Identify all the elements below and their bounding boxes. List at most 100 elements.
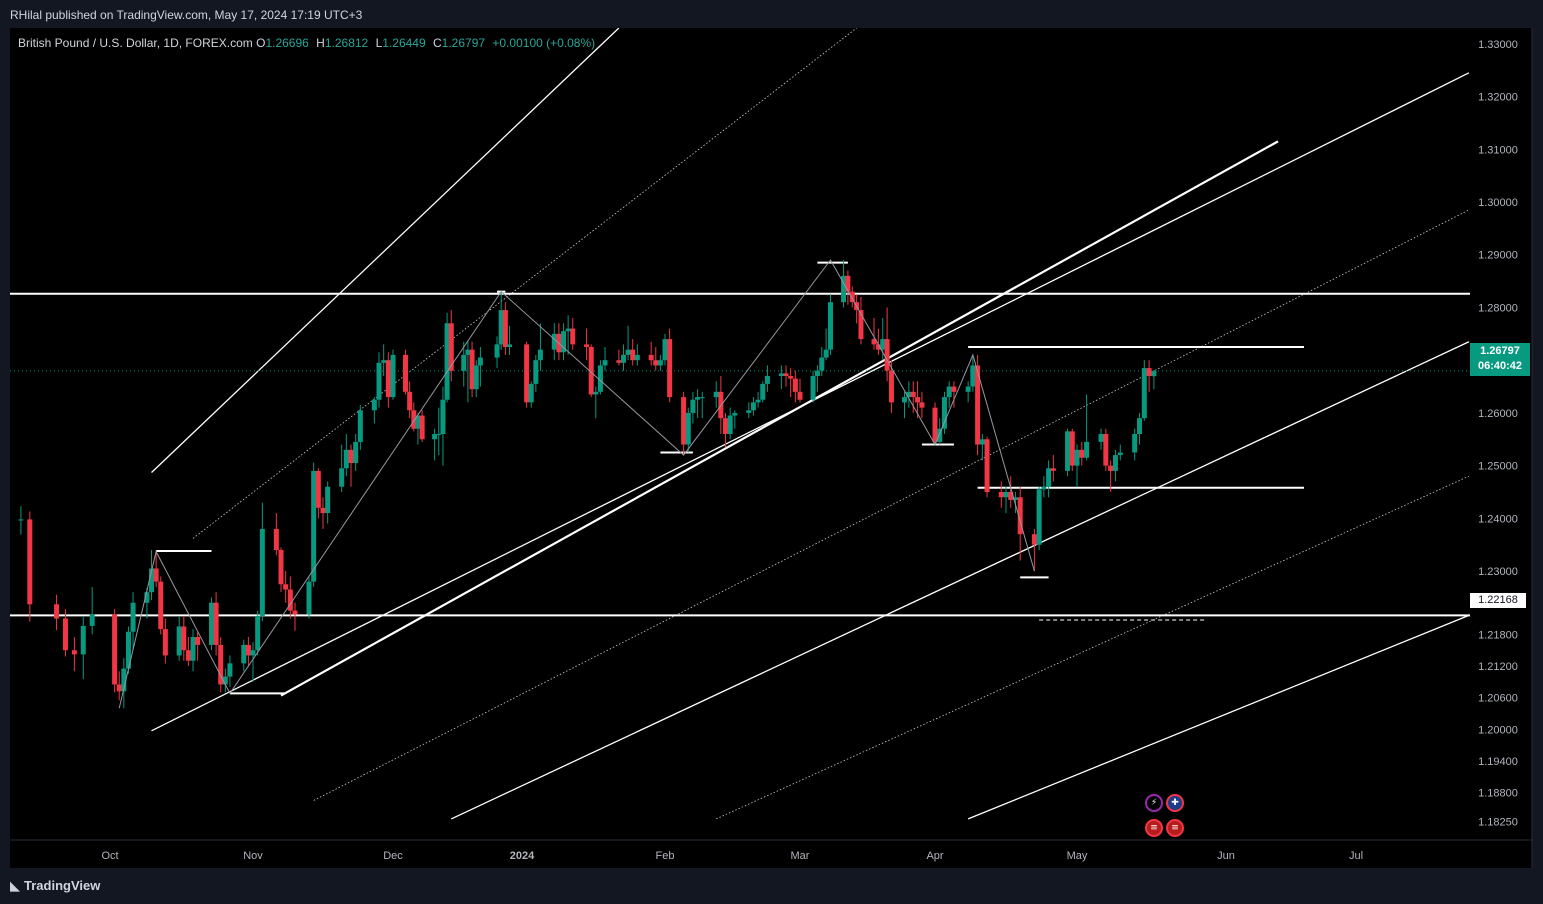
candle-body[interactable] <box>213 602 219 645</box>
candle-body[interactable] <box>190 637 196 661</box>
candle-body[interactable] <box>18 519 24 521</box>
candle-body[interactable] <box>71 650 77 655</box>
candle-body[interactable] <box>746 410 752 413</box>
candle-body[interactable] <box>125 631 131 669</box>
candle-body[interactable] <box>695 397 701 400</box>
candle-body[interactable] <box>1136 418 1142 434</box>
candle-body[interactable] <box>195 637 201 645</box>
candle-body[interactable] <box>727 415 733 434</box>
candle-body[interactable] <box>278 550 284 585</box>
candle-body[interactable] <box>158 581 164 630</box>
candle-body[interactable] <box>1036 489 1042 545</box>
candle-body[interactable] <box>259 528 265 616</box>
candle-body[interactable] <box>227 663 233 677</box>
candle-body[interactable] <box>760 383 766 400</box>
candle-body[interactable] <box>841 275 847 303</box>
candle-body[interactable] <box>667 339 673 398</box>
candle-body[interactable] <box>561 331 567 353</box>
candle-body[interactable] <box>965 386 971 392</box>
candle-body[interactable] <box>871 339 877 345</box>
candle-body[interactable] <box>385 360 391 398</box>
trend-channel-line[interactable] <box>967 614 1470 820</box>
candle-body[interactable] <box>783 373 789 376</box>
candle-body[interactable] <box>533 360 539 384</box>
candle-body[interactable] <box>311 470 317 582</box>
candle-body[interactable] <box>880 339 886 350</box>
candle-body[interactable] <box>845 275 851 292</box>
candle-body[interactable] <box>222 676 228 685</box>
trend-channel-line[interactable] <box>716 475 1470 820</box>
candle-body[interactable] <box>444 323 450 400</box>
candle-body[interactable] <box>89 614 95 626</box>
candle-body[interactable] <box>1008 492 1014 500</box>
candle-body[interactable] <box>144 592 150 603</box>
candle-body[interactable] <box>402 354 408 392</box>
candle-body[interactable] <box>984 439 990 492</box>
candle-body[interactable] <box>149 568 155 593</box>
candle-body[interactable] <box>778 373 784 376</box>
candle-body[interactable] <box>1103 434 1109 466</box>
candle-body[interactable] <box>858 310 864 340</box>
trend-channel-line[interactable] <box>192 28 857 539</box>
candle-body[interactable] <box>975 365 981 445</box>
candle-body[interactable] <box>1069 431 1075 466</box>
candle-body[interactable] <box>419 415 425 440</box>
candle-body[interactable] <box>932 407 938 442</box>
candle-body[interactable] <box>814 370 820 376</box>
candle-body[interactable] <box>130 602 136 632</box>
trend-channel-line[interactable] <box>280 140 1279 697</box>
candle-body[interactable] <box>469 349 475 390</box>
candle-body[interactable] <box>1151 370 1157 377</box>
us-flag-icon[interactable]: ≡ <box>1166 819 1184 837</box>
candle-body[interactable] <box>593 391 599 395</box>
candle-body[interactable] <box>819 357 825 371</box>
trend-channel-line[interactable] <box>151 28 620 473</box>
candle-body[interactable] <box>353 441 359 463</box>
candle-body[interactable] <box>1132 434 1138 453</box>
candle-body[interactable] <box>875 344 881 350</box>
candle-body[interactable] <box>1074 449 1080 466</box>
candle-body[interactable] <box>218 644 224 685</box>
candle-body[interactable] <box>348 449 354 463</box>
trend-channel-line[interactable] <box>450 341 1470 820</box>
candle-body[interactable] <box>755 399 761 403</box>
candle-body[interactable] <box>1098 434 1104 442</box>
candle-body[interactable] <box>1012 497 1018 500</box>
candle-body[interactable] <box>27 519 33 605</box>
candle-body[interactable] <box>306 581 312 615</box>
candle-body[interactable] <box>273 528 279 550</box>
candle-body[interactable] <box>121 668 127 692</box>
candle-body[interactable] <box>315 470 321 508</box>
candle-body[interactable] <box>551 333 557 350</box>
candle-body[interactable] <box>946 386 952 398</box>
candle-body[interactable] <box>810 376 816 400</box>
candle-body[interactable] <box>902 397 908 403</box>
candle-body[interactable] <box>448 323 454 371</box>
candle-body[interactable] <box>588 347 594 395</box>
candle-body[interactable] <box>616 360 622 363</box>
candle-body[interactable] <box>1065 431 1071 471</box>
candle-body[interactable] <box>502 310 508 347</box>
candle-body[interactable] <box>80 625 86 655</box>
candle-body[interactable] <box>62 618 68 651</box>
candle-body[interactable] <box>343 449 349 469</box>
candle-body[interactable] <box>357 410 363 442</box>
candle-body[interactable] <box>1050 468 1056 471</box>
candle-body[interactable] <box>690 399 696 413</box>
candle-body[interactable] <box>970 365 976 387</box>
candle-body[interactable] <box>528 383 534 403</box>
candle-body[interactable] <box>565 328 571 332</box>
candle-body[interactable] <box>255 615 261 651</box>
candle-body[interactable] <box>681 397 687 445</box>
candle-body[interactable] <box>176 626 182 656</box>
candle-body[interactable] <box>208 602 214 645</box>
candle-body[interactable] <box>494 344 500 358</box>
candle-body[interactable] <box>792 378 798 392</box>
candle-body[interactable] <box>1003 492 1009 498</box>
candle-body[interactable] <box>827 302 833 350</box>
candle-body[interactable] <box>723 418 729 434</box>
candle-body[interactable] <box>1146 368 1152 376</box>
candle-body[interactable] <box>371 399 377 411</box>
candle-body[interactable] <box>411 410 417 429</box>
candle-body[interactable] <box>1079 449 1085 458</box>
